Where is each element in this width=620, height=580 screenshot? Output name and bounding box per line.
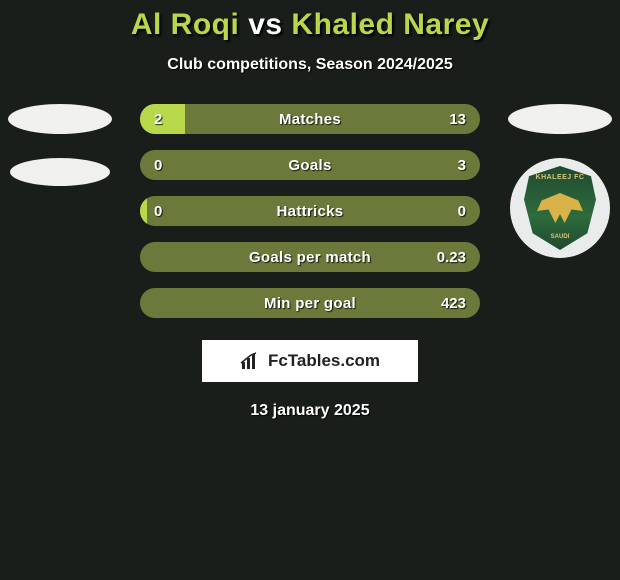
bar-value-right: 0.23 bbox=[437, 242, 466, 272]
player2-photo-placeholder bbox=[508, 104, 612, 134]
vs-text: vs bbox=[248, 8, 282, 41]
left-avatars bbox=[8, 104, 112, 186]
crest-shield: KHALEEJ FC SAUDI bbox=[524, 166, 596, 250]
bar-label: Min per goal bbox=[140, 288, 480, 318]
title-row: Al Roqi vs Khaled Narey bbox=[0, 8, 620, 42]
crest-top-text: KHALEEJ FC bbox=[524, 174, 596, 181]
bar-value-right: 13 bbox=[449, 104, 466, 134]
bar-value-left: 0 bbox=[154, 196, 162, 226]
bar-label: Hattricks bbox=[140, 196, 480, 226]
bar-value-right: 423 bbox=[441, 288, 466, 318]
bar-value-right: 0 bbox=[458, 196, 466, 226]
footer-logo[interactable]: FcTables.com bbox=[202, 340, 418, 382]
bar-value-right: 3 bbox=[458, 150, 466, 180]
subtitle: Club competitions, Season 2024/2025 bbox=[0, 56, 620, 74]
stat-bar-row: Min per goal423 bbox=[140, 288, 480, 318]
bar-label: Goals bbox=[140, 150, 480, 180]
bar-chart-icon bbox=[240, 352, 262, 370]
bar-value-left: 2 bbox=[154, 104, 162, 134]
bar-label: Goals per match bbox=[140, 242, 480, 272]
player1-photo-placeholder bbox=[8, 104, 112, 134]
player1-name: Al Roqi bbox=[131, 8, 240, 41]
bar-value-left: 0 bbox=[154, 150, 162, 180]
right-avatars: KHALEEJ FC SAUDI bbox=[508, 104, 612, 258]
stat-bars: Matches213Goals03Hattricks00Goals per ma… bbox=[140, 104, 480, 318]
player1-club-placeholder bbox=[10, 158, 110, 186]
player2-club-crest: KHALEEJ FC SAUDI bbox=[510, 158, 610, 258]
middle-section: KHALEEJ FC SAUDI Matches213Goals03Hattri… bbox=[0, 104, 620, 318]
crest-bottom-text: SAUDI bbox=[524, 234, 596, 240]
stat-bar-row: Matches2 13 bbox=[140, 104, 480, 134]
comparison-card: Al Roqi vs Khaled Narey Club competition… bbox=[0, 0, 620, 420]
eagle-icon bbox=[537, 193, 583, 223]
bar-label: Matches bbox=[140, 104, 480, 134]
stat-bar-row: Goals0 3 bbox=[140, 150, 480, 180]
stat-bar-row: Goals per match0.23 bbox=[140, 242, 480, 272]
footer-logo-text: FcTables.com bbox=[268, 351, 380, 371]
player2-name: Khaled Narey bbox=[291, 8, 489, 41]
date: 13 january 2025 bbox=[0, 402, 620, 420]
stat-bar-row: Hattricks0 0 bbox=[140, 196, 480, 226]
